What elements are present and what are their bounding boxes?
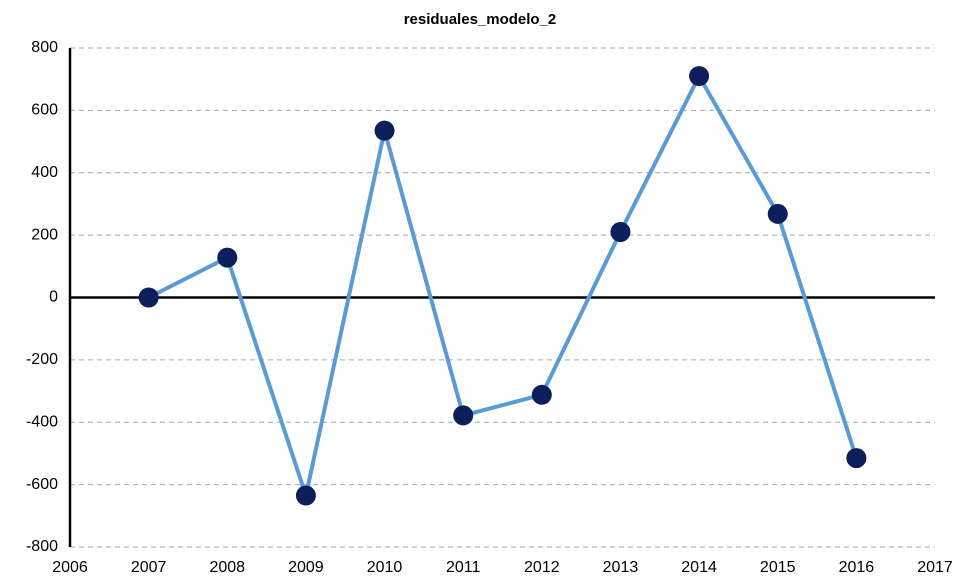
y-tick-label: 600 bbox=[31, 102, 58, 119]
point bbox=[689, 66, 710, 87]
point bbox=[846, 448, 867, 469]
y-tick-label: 400 bbox=[31, 164, 58, 181]
x-tick-label: 2007 bbox=[131, 559, 167, 576]
point bbox=[767, 203, 788, 224]
x-tick-label: 2013 bbox=[603, 559, 639, 576]
y-tick-label: -600 bbox=[26, 476, 58, 493]
x-tick-label: 2012 bbox=[524, 559, 560, 576]
x-tick-label: 2010 bbox=[367, 559, 403, 576]
x-tick-label: 2009 bbox=[288, 559, 324, 576]
point bbox=[295, 485, 316, 506]
x-tick-label: 2011 bbox=[446, 559, 481, 576]
y-tick-label: -200 bbox=[26, 351, 58, 368]
y-tick-label: 200 bbox=[31, 226, 58, 243]
y-tick-label: -800 bbox=[26, 538, 58, 555]
series-line bbox=[147, 74, 859, 498]
x-tick-label: 2006 bbox=[52, 559, 88, 576]
x-tick-label: 2016 bbox=[839, 559, 875, 576]
point bbox=[138, 287, 159, 308]
y-tick-label: 800 bbox=[31, 39, 58, 56]
point bbox=[453, 405, 474, 426]
y-tick-label: 0 bbox=[49, 289, 58, 306]
x-tick-label: 2015 bbox=[760, 559, 796, 576]
y-tick-label: -400 bbox=[26, 413, 58, 430]
x-tick-label: 2008 bbox=[209, 559, 245, 576]
point bbox=[374, 120, 395, 141]
chart-title: residuales_modelo_2 bbox=[404, 11, 557, 28]
point bbox=[217, 247, 238, 268]
point bbox=[610, 222, 631, 243]
x-tick-label: 2014 bbox=[681, 559, 717, 576]
point bbox=[531, 384, 552, 405]
x-tick-label: 2017 bbox=[917, 559, 953, 576]
